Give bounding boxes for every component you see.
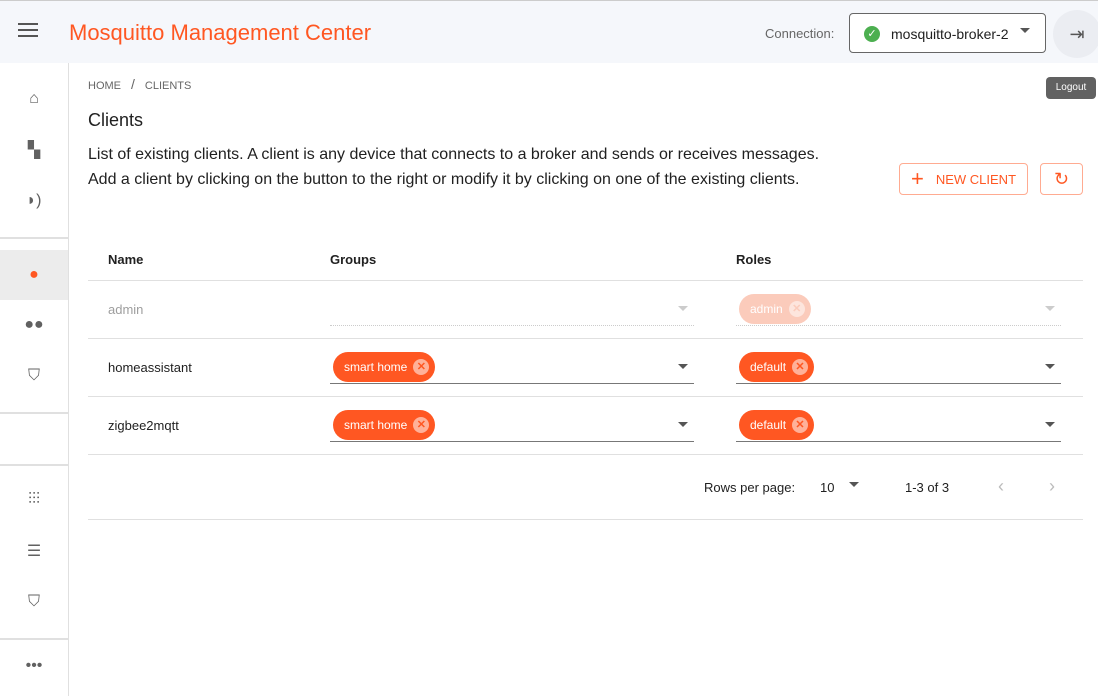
check-circle-icon: ✓ — [864, 26, 880, 42]
pagination: Rows per page: 10 1-3 of 3 ‹ › — [88, 454, 1083, 520]
new-client-label: NEW CLIENT — [935, 171, 1017, 187]
connection-value: mosquitto-broker-2 — [891, 26, 1009, 42]
column-header-groups: Groups — [310, 240, 716, 281]
role-chip: admin ✕ — [739, 294, 811, 324]
page-description: List of existing clients. A client is an… — [88, 146, 820, 188]
sidebar-item-cluster[interactable]: ▚ — [0, 125, 68, 175]
group-icon: ●● — [24, 316, 44, 333]
chevron-down-icon[interactable] — [678, 364, 688, 369]
sidebar-item-security[interactable]: ⛉ — [0, 577, 68, 627]
chevron-down-icon[interactable] — [678, 422, 688, 427]
cluster-icon: ▚ — [27, 142, 41, 159]
storage-icon: ☰ — [26, 543, 42, 560]
chevron-down-icon[interactable] — [1045, 422, 1055, 427]
groups-select[interactable]: smart home ✕ — [330, 350, 694, 384]
verified-user-icon: ⛉ — [27, 593, 40, 610]
refresh-button[interactable]: ↻ — [1040, 163, 1083, 195]
sidebar-item-clients[interactable]: ● — [0, 250, 68, 300]
client-name: zigbee2mqtt — [88, 396, 310, 455]
clients-table: Name Groups Roles admin admin ✕ homeassis… — [88, 240, 1083, 455]
chip-label: smart home — [344, 360, 408, 374]
plus-icon: + — [910, 166, 924, 191]
home-icon: ⌂ — [29, 90, 39, 107]
role-chip: default ✕ — [739, 410, 815, 440]
cancel-icon[interactable]: ✕ — [792, 417, 809, 433]
menu-icon[interactable] — [18, 23, 38, 39]
person-icon: ● — [29, 266, 39, 283]
roles-select[interactable]: default ✕ — [736, 408, 1061, 442]
table-row[interactable]: zigbee2mqtt smart home ✕ default ✕ — [88, 396, 1083, 455]
connection-label: Connection: — [765, 26, 835, 41]
role-shield-search-icon: ⛉ — [27, 367, 40, 384]
new-client-button[interactable]: + NEW CLIENT — [899, 163, 1028, 195]
page-title: Clients — [88, 110, 144, 130]
chevron-down-icon — [678, 306, 688, 311]
client-name: admin — [88, 280, 310, 339]
sidebar: ⌂ ▚ ◗) ● ●● ⛉ ⫶⫶⫶ ☰ ⛉ ••• — [0, 63, 69, 696]
chevron-down-icon — [1020, 28, 1030, 33]
chevron-down-icon — [1045, 306, 1055, 311]
cancel-icon[interactable]: ✕ — [413, 359, 430, 375]
sidebar-item-home[interactable]: ⌂ — [0, 74, 68, 124]
client-name: homeassistant — [88, 338, 310, 397]
chip-label: smart home — [344, 418, 408, 432]
sidebar-item-settings[interactable]: ⫶⫶⫶ — [0, 475, 68, 525]
groups-select — [330, 292, 694, 326]
group-chip: smart home ✕ — [333, 352, 436, 382]
column-header-name: Name — [88, 240, 310, 281]
rows-per-page-select[interactable]: 10 — [820, 480, 835, 495]
tune-icon: ⫶⫶⫶ — [27, 491, 40, 508]
more-icon: ••• — [25, 657, 43, 674]
record-voice-icon: ◗) — [26, 192, 42, 209]
breadcrumb-home[interactable]: HOME — [88, 80, 121, 92]
chip-label: default — [750, 418, 787, 432]
logout-icon: ⇥ — [1069, 24, 1085, 44]
column-header-roles: Roles — [716, 240, 1083, 281]
chevron-down-icon[interactable] — [1045, 364, 1055, 369]
next-page-icon[interactable]: › — [1049, 476, 1055, 496]
chevron-down-icon[interactable] — [849, 482, 859, 487]
sidebar-item-roles[interactable]: ⛉ — [0, 351, 68, 401]
sidebar-item-storage[interactable]: ☰ — [0, 526, 68, 576]
sidebar-item-more[interactable]: ••• — [0, 641, 68, 691]
cancel-icon[interactable]: ✕ — [413, 417, 430, 433]
breadcrumb: HOME / CLIENTS — [88, 76, 192, 92]
cancel-icon: ✕ — [788, 301, 805, 317]
table-row[interactable]: homeassistant smart home ✕ default ✕ — [88, 338, 1083, 397]
page-range: 1-3 of 3 — [905, 480, 950, 495]
sidebar-item-groups[interactable]: ●● — [0, 300, 68, 350]
chip-label: default — [750, 360, 787, 374]
sidebar-item-streams[interactable]: ◗) — [0, 176, 68, 226]
app-title: Mosquitto Management Center — [69, 20, 372, 45]
breadcrumb-current: CLIENTS — [144, 80, 192, 92]
refresh-icon: ↻ — [1053, 169, 1070, 189]
group-chip: smart home ✕ — [333, 410, 436, 440]
app-bar: Mosquitto Management Center Connection: … — [0, 0, 1098, 63]
roles-select[interactable]: default ✕ — [736, 350, 1061, 384]
previous-page-icon[interactable]: ‹ — [998, 476, 1004, 496]
role-chip: default ✕ — [739, 352, 815, 382]
table-row[interactable]: admin admin ✕ — [88, 280, 1083, 339]
groups-select[interactable]: smart home ✕ — [330, 408, 694, 442]
rows-per-page-label: Rows per page: — [704, 480, 796, 495]
roles-select: admin ✕ — [736, 292, 1061, 326]
chip-label: admin — [750, 302, 783, 316]
logout-tooltip: Logout — [1046, 77, 1096, 99]
logout-button[interactable]: ⇥ — [1053, 10, 1098, 58]
cancel-icon[interactable]: ✕ — [792, 359, 809, 375]
connection-select[interactable]: ✓ mosquitto-broker-2 — [849, 13, 1046, 53]
